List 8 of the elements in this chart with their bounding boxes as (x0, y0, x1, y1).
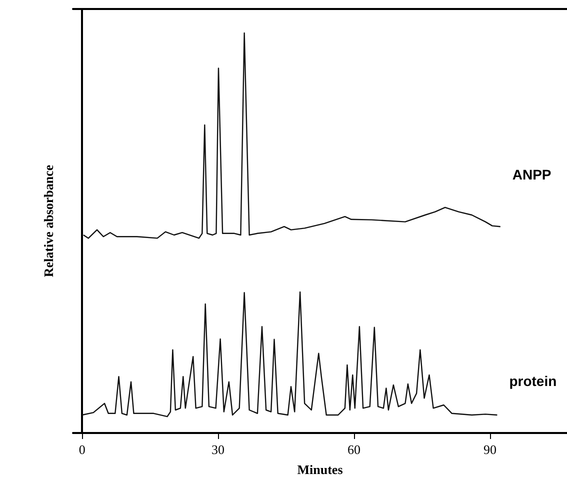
x-tick-label: 60 (347, 442, 360, 457)
y-axis-title: Relative absorbance (41, 164, 56, 278)
text: protein (509, 373, 557, 389)
text: ANPP (512, 166, 552, 183)
x-tick-label: 30 (212, 442, 225, 457)
x-tick-label: 90 (483, 442, 496, 457)
x-tick-label: 0 (78, 442, 86, 457)
x-axis-title: Minutes (297, 462, 343, 477)
